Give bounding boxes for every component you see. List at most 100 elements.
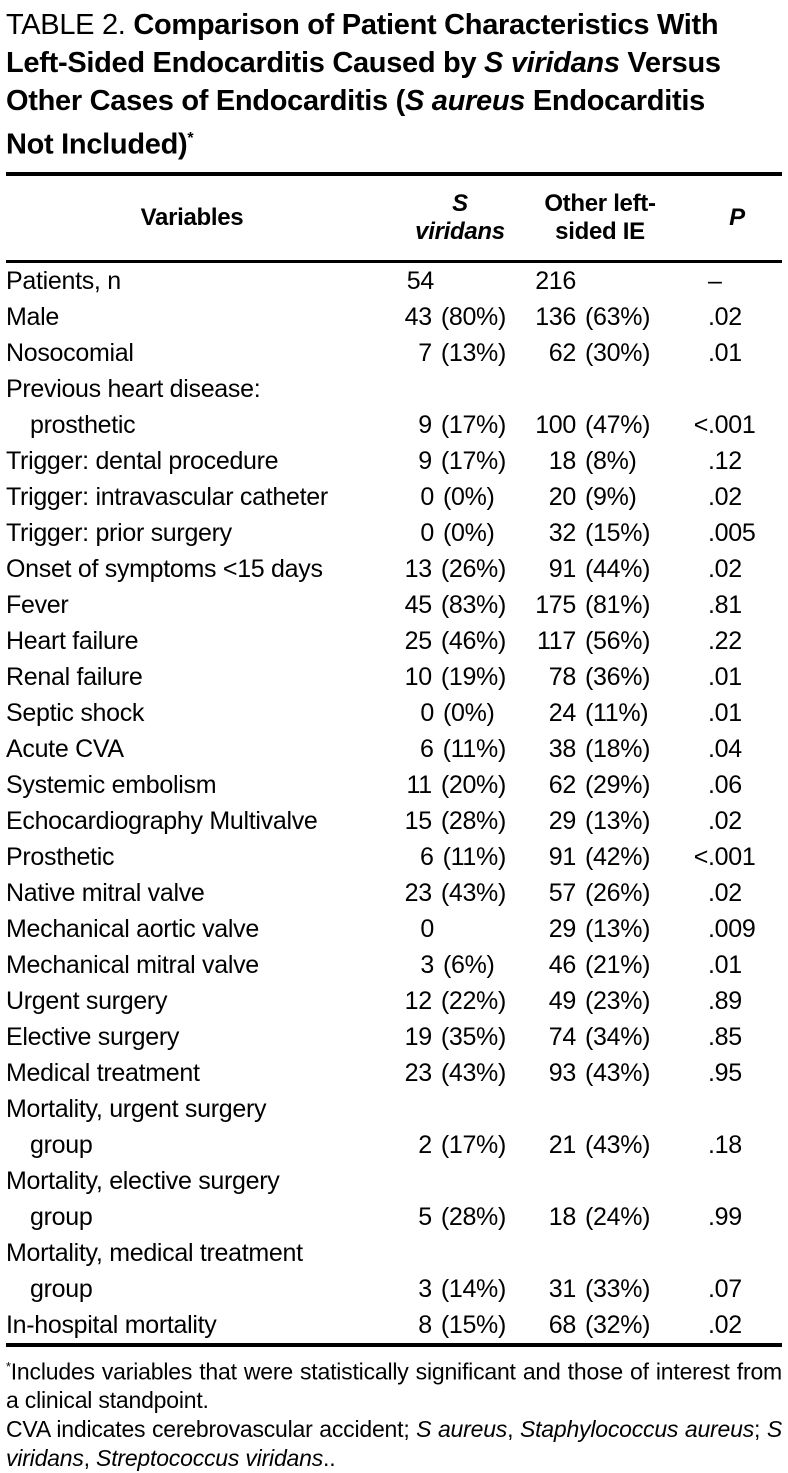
bottom-rule bbox=[6, 1342, 782, 1347]
p-value: .009 bbox=[656, 911, 782, 947]
other-ie-value-count: 68 bbox=[548, 1310, 577, 1339]
other-ie-value-count: 216 bbox=[535, 266, 576, 295]
p-value-prefix bbox=[656, 1235, 708, 1271]
other-ie-value-percent: (23%) bbox=[585, 986, 651, 1015]
p-value-number: .85 bbox=[708, 1022, 742, 1051]
p-value: .02 bbox=[656, 803, 782, 839]
variable-label: Trigger: prior surgery bbox=[6, 518, 232, 547]
p-value-prefix bbox=[656, 767, 708, 803]
s-viridans-value-percent: (15%) bbox=[440, 1310, 506, 1339]
p-value-number: .02 bbox=[708, 554, 742, 583]
s-viridans-value: 11 (20%) bbox=[378, 767, 506, 803]
p-value-prefix bbox=[656, 1307, 708, 1343]
s-viridans-value: 9 (17%) bbox=[378, 443, 506, 479]
other-ie-value: 38 (18%) bbox=[506, 731, 656, 767]
p-value: .18 bbox=[656, 1127, 782, 1163]
p-value-prefix bbox=[656, 443, 708, 479]
variable-label: Patients, n bbox=[6, 266, 121, 295]
other-ie-value-percent: (13%) bbox=[585, 806, 651, 835]
p-value-number: .001 bbox=[708, 842, 756, 871]
text-segment: * bbox=[6, 1359, 11, 1374]
p-value-number: .005 bbox=[708, 518, 756, 547]
s-viridans-value: 0 (0%) bbox=[378, 515, 506, 551]
other-ie-value-count: 46 bbox=[548, 950, 577, 979]
p-value-prefix bbox=[656, 1091, 708, 1127]
s-viridans-value: 0 (0%) bbox=[378, 695, 506, 731]
header-p-value: P bbox=[729, 203, 745, 231]
p-value-number: – bbox=[708, 266, 722, 295]
s-viridans-value-count bbox=[378, 371, 434, 407]
s-viridans-value-percent: (11%) bbox=[442, 734, 507, 763]
s-viridans-value-percent: (0%) bbox=[443, 482, 495, 511]
table-row: Medical treatment 23 (43%) 93 (43%) .95 bbox=[6, 1055, 782, 1091]
p-value-number: .02 bbox=[708, 806, 742, 835]
text-segment: Streptococcus viridans bbox=[96, 1445, 324, 1472]
variable-label: Medical treatment bbox=[6, 1058, 200, 1087]
text-segment: .. bbox=[323, 1445, 336, 1472]
other-ie-value: 18 (8%) bbox=[506, 443, 656, 479]
s-viridans-value: 43 (80%) bbox=[378, 299, 507, 335]
s-viridans-value: 2 (17%) bbox=[378, 1127, 506, 1163]
other-ie-value: 20 (9%) bbox=[506, 479, 656, 515]
table-row: Previous heart disease: bbox=[6, 371, 782, 407]
other-ie-value-percent: (47%) bbox=[585, 410, 651, 439]
s-viridans-value-percent: (13%) bbox=[440, 338, 506, 367]
other-ie-value-count: 31 bbox=[548, 1274, 577, 1303]
p-value-number: .01 bbox=[708, 338, 742, 367]
table-title: TABLE 2. Comparison of Patient Character… bbox=[6, 6, 782, 164]
s-viridans-value-count: 8 bbox=[418, 1310, 432, 1339]
p-value: .95 bbox=[656, 1055, 782, 1091]
s-viridans-value-count: 23 bbox=[404, 878, 433, 907]
s-viridans-value bbox=[378, 1163, 506, 1199]
p-value-prefix bbox=[656, 299, 708, 335]
p-value-prefix bbox=[656, 1163, 708, 1199]
variable-label: group bbox=[30, 1130, 93, 1159]
table-row: group 5 (28%) 18 (24%) .99 bbox=[6, 1199, 782, 1235]
s-viridans-value-count bbox=[378, 1091, 434, 1127]
p-value-prefix bbox=[656, 659, 708, 695]
s-viridans-value-count: 9 bbox=[418, 410, 432, 439]
p-value: < .001 bbox=[656, 407, 782, 443]
p-value-number: .01 bbox=[708, 662, 742, 691]
s-viridans-value-count: 2 bbox=[418, 1130, 432, 1159]
other-ie-value: 175 (81%) bbox=[506, 587, 656, 623]
other-ie-value: 32 (15%) bbox=[506, 515, 656, 551]
s-viridans-value-count: 3 bbox=[420, 950, 434, 979]
variable-label: prosthetic bbox=[30, 410, 136, 439]
other-ie-value-count: 78 bbox=[548, 662, 577, 691]
other-ie-value-count: 62 bbox=[548, 338, 577, 367]
table-row: Mechanical mitral valve 3 (6%) 46 (21%) .01 bbox=[6, 947, 782, 983]
other-ie-value-count: 117 bbox=[537, 626, 576, 655]
s-viridans-value-percent: (43%) bbox=[440, 878, 506, 907]
variable-label: Urgent surgery bbox=[6, 986, 168, 1015]
p-value-number: .06 bbox=[708, 770, 742, 799]
variable-label: Fever bbox=[6, 590, 69, 619]
s-viridans-value: 7 (13%) bbox=[378, 335, 506, 371]
other-ie-value-percent: (43%) bbox=[585, 1130, 651, 1159]
s-viridans-value-percent: (0%) bbox=[443, 518, 495, 547]
p-value: .04 bbox=[656, 731, 782, 767]
s-viridans-value-percent: (14%) bbox=[440, 1274, 506, 1303]
p-value-number: .001 bbox=[708, 410, 756, 439]
s-viridans-value: 3 (6%) bbox=[378, 947, 506, 983]
variable-label: Nosocomial bbox=[6, 338, 134, 367]
s-viridans-value-percent: (28%) bbox=[440, 1202, 506, 1231]
p-value-number: .22 bbox=[708, 626, 742, 655]
footnote-abbreviations: CVA indicates cerebrovascular accident; … bbox=[6, 1415, 782, 1473]
other-ie-value-count: 91 bbox=[548, 554, 577, 583]
table-row: Prosthetic 6 (11%) 91 (42%) < .001 bbox=[6, 839, 782, 875]
other-ie-value-count: 38 bbox=[548, 734, 577, 763]
variable-label: Previous heart disease: bbox=[6, 374, 261, 403]
other-ie-value-percent: (33%) bbox=[585, 1274, 651, 1303]
other-ie-value-count: 24 bbox=[548, 698, 577, 727]
p-value-prefix bbox=[656, 1271, 708, 1307]
p-value-prefix: < bbox=[693, 410, 709, 439]
s-viridans-value-percent: (0%) bbox=[443, 698, 495, 727]
other-ie-value: 62 (29%) bbox=[506, 767, 656, 803]
s-viridans-value: 54 bbox=[378, 263, 506, 299]
other-ie-value bbox=[506, 1091, 656, 1127]
other-ie-value: 24 (11%) bbox=[506, 695, 656, 731]
table-row: Mechanical aortic valve 0 29 (13%) .009 bbox=[6, 911, 782, 947]
text-segment: S viridans bbox=[6, 1416, 782, 1472]
